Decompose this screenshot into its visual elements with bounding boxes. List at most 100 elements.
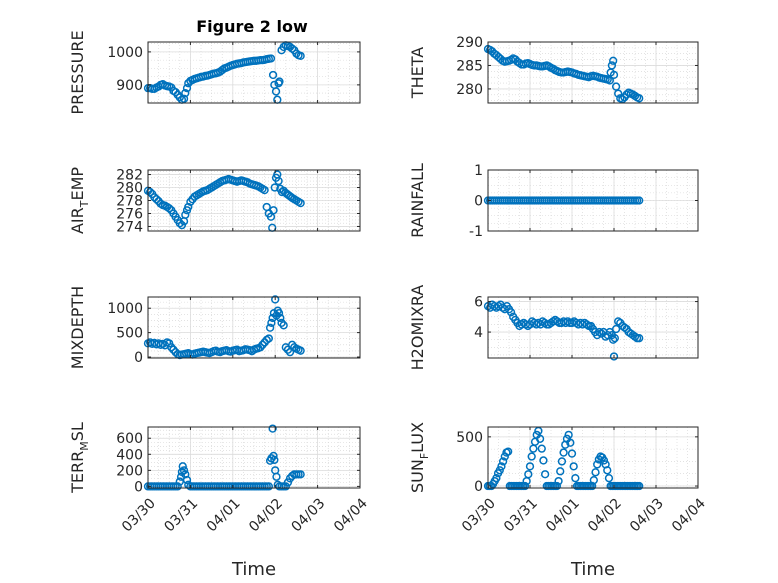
data-point [271,295,280,304]
data-point [552,481,562,491]
data-point [635,334,644,343]
data-point [165,204,174,213]
data-point [264,482,273,491]
axes-border [147,41,361,104]
data-point [571,474,580,483]
data-point [492,474,501,483]
y-axis-label: AIRTEMP [68,167,91,234]
panel-mixdepth: 0 500 1000 MIXDEPTH [68,286,361,369]
y-tick-label: 280 [116,181,143,197]
data-point [181,88,190,98]
y-axis-label: SUNFLUX [408,422,431,493]
data-point [524,470,533,479]
data-point [178,462,187,471]
panel-sun_flux: 0 500 03/30 03/31 04/01 04/02 04/03 04/04 Time SU… [408,422,709,580]
panel-pressure: 900 1000 PRESSURE [68,30,361,115]
y-axis-label: RAINFALL [408,163,427,238]
data-point [566,438,575,447]
panel-h2omixra: 4 6 H2OMIXRA [408,285,699,371]
y-tick-label: 500 [456,430,483,446]
data-point [182,84,192,93]
data-point [556,467,565,476]
data-point [535,434,545,443]
series-points [143,295,305,360]
y-tick-label: 600 [116,431,143,447]
y-tick-label: 274 [116,219,143,235]
figure-title: Figure 2 low [196,17,308,36]
data-point [288,44,297,53]
data-point [605,76,614,85]
data-point [264,334,273,343]
y-tick-label: 4 [474,325,483,341]
data-point [609,56,618,65]
data-point [275,77,284,86]
data-point [182,475,192,485]
data-point [270,455,279,465]
data-point [218,65,227,75]
data-point [604,474,614,483]
data-point [609,352,619,361]
x-tick-label: 04/01 [543,496,583,536]
series-points [143,170,305,232]
axes-border [487,296,699,359]
y-tick-label: 285 [456,58,483,74]
data-point [181,210,190,219]
y-tick-label: 0 [134,479,143,495]
x-tick-label: 04/01 [204,496,244,536]
x-tick-label: 03/30 [459,496,499,536]
y-tick-label: 280 [456,82,483,98]
data-point [292,49,301,58]
data-point [266,54,276,63]
data-point [256,343,265,352]
data-point [283,478,293,487]
data-point [635,94,644,103]
data-point [269,451,278,461]
axes-border [147,426,361,489]
y-tick-label: 0 [474,479,483,495]
data-point [610,334,619,343]
data-point [591,468,600,477]
data-point [167,343,176,352]
data-point [539,456,548,465]
data-point [173,482,182,491]
y-tick-label: 1000 [107,45,143,61]
y-tick-label: 290 [456,35,483,51]
data-point [607,61,617,70]
data-point [593,460,602,469]
data-point [635,481,644,491]
axes-border [147,296,361,359]
data-point [554,476,563,486]
x-tick-label: 04/02 [246,496,286,536]
data-point [260,185,269,195]
data-point [268,424,277,433]
data-point [635,196,644,205]
panel-rainfall: -1 0 1 RAINFALL [408,163,699,240]
y-tick-label: 6 [474,295,483,311]
y-tick-label: -1 [469,224,483,240]
data-point [267,318,276,328]
data-point [258,340,267,349]
x-tick-label: 03/31 [501,496,541,536]
data-point [525,462,535,471]
data-point [534,426,543,436]
data-point [272,472,281,481]
data-point [265,323,275,332]
data-point [285,347,295,357]
data-point [277,318,286,328]
x-axis-label: Time [570,559,615,580]
y-tick-label: 276 [116,206,143,222]
y-tick-label: 0 [134,350,143,366]
y-axis-label: PRESSURE [68,30,87,114]
data-point [540,470,550,479]
y-axis-label: H2OMIXRA [408,285,427,371]
data-point [504,447,513,456]
data-point [497,462,506,471]
data-point [268,70,278,80]
data-point [145,187,155,197]
data-point [611,82,621,91]
data-point [527,452,536,461]
x-axis-label: Time [231,559,276,580]
data-point [276,313,285,323]
